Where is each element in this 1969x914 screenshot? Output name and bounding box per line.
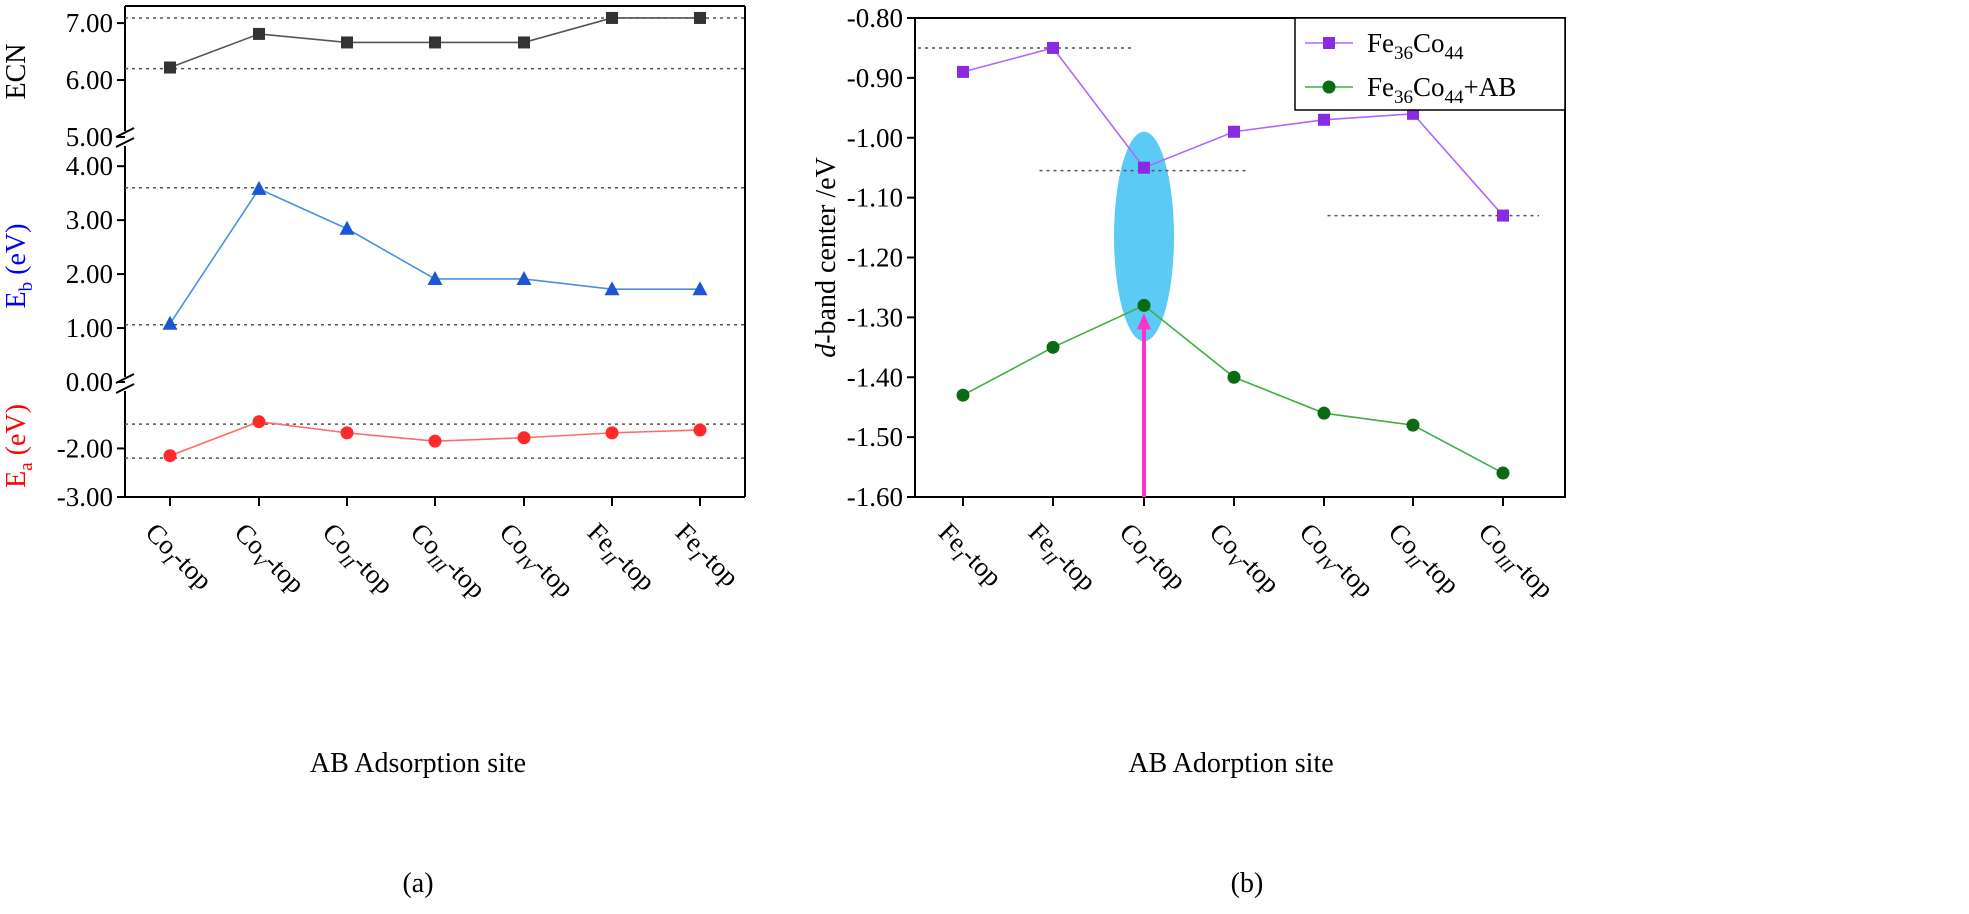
- panel-b-data-point: [1317, 406, 1331, 420]
- panel-a-xtick-label: CoII-top: [313, 517, 399, 603]
- panel-b-series-line: [962, 304, 1504, 474]
- panel-b-y-axis-title: d-band center /eV: [811, 157, 842, 358]
- panel-b-ytick-label: -1.40: [847, 362, 903, 392]
- panel-b-xtick-label: CoIII-top: [1469, 517, 1560, 608]
- highlight-ellipse: [1114, 131, 1174, 342]
- panel-a-data-point: [163, 449, 177, 463]
- panel-a-ytick-label: 1.00: [66, 313, 113, 343]
- panel-b-data-point: [956, 388, 970, 402]
- panel-a-xtick-label: CoI-top: [136, 517, 218, 599]
- panel-a-data-point: [517, 431, 531, 445]
- panel-a-data-point: [253, 27, 265, 40]
- panel-a-ytick-label: 3.00: [66, 205, 113, 235]
- panel-a-ytick-label: 4.00: [66, 151, 113, 181]
- panel-a-data-point: [429, 36, 441, 49]
- panel-a-xtick-label: FeII-top: [578, 517, 661, 600]
- panel-a-ytick-label: -2.00: [57, 433, 113, 463]
- panel-a-ytick-label: 0.00: [66, 367, 113, 397]
- panel-a-x-axis-title: AB Adsorption site: [310, 748, 526, 779]
- panel-a-ytick-label: 6.00: [66, 65, 113, 95]
- panel-a-y-axis-title: Eb (eV): [1, 224, 37, 309]
- panel-a-y-axis-title: ECN: [1, 44, 32, 100]
- legend-marker: [1323, 37, 1335, 49]
- panel-a-xtick-label: CoIII-top: [401, 517, 492, 608]
- panel-b-ytick-label: -1.50: [847, 422, 903, 452]
- panel-a-data-point: [164, 61, 176, 74]
- panel-a-ytick-label: 5.00: [66, 122, 113, 152]
- panel-b-ytick-label: -1.10: [847, 183, 903, 213]
- panel-b-data-point: [1046, 340, 1060, 354]
- panel-b-x-axis-title: AB Adorption site: [1128, 748, 1333, 779]
- panel-a-xtick-label: FeI-top: [666, 517, 745, 596]
- panel-b-ytick-label: -1.60: [847, 482, 903, 512]
- panel-b-data-point: [1227, 370, 1241, 384]
- panel-a-series-line: [169, 187, 700, 325]
- panel-a-data-point: [605, 426, 619, 440]
- panel-a-data-point: [251, 180, 267, 195]
- panel-b-xtick-label: CoI-top: [1110, 517, 1192, 599]
- panel-a-data-point: [427, 270, 443, 285]
- panel-b-data-point: [957, 65, 969, 78]
- panel-a-ytick-label: 2.00: [66, 259, 113, 289]
- panel-a-data-point: [340, 426, 354, 440]
- panel-b-xtick-label: CoV-top: [1200, 517, 1286, 603]
- panel-a-data-point: [604, 281, 620, 296]
- panel-a-data-point: [428, 434, 442, 448]
- legend-box: [1294, 17, 1566, 111]
- panel-a-data-point: [252, 415, 266, 429]
- legend-marker: [1322, 80, 1336, 94]
- panel-b-ytick-label: -1.00: [847, 123, 903, 153]
- panel-a-data-point: [341, 36, 353, 49]
- panel-a-chart: 5.00 6.00 7.00 ECN 0.00 1.00 2.00 3.00 4.00 Eb (e…: [1, 5, 746, 779]
- legend-label: Fe36Co44: [1367, 28, 1464, 64]
- panel-b-ytick-label: -0.80: [847, 3, 903, 33]
- panel-b-xtick-label: FeII-top: [1019, 517, 1102, 600]
- panel-a-data-point: [692, 281, 708, 296]
- panel-a-y-axis-title: Ea (eV): [1, 404, 37, 488]
- panel-b-chart: -0.80 -0.90 -1.00 -1.10 -1.20 -1.30 -1.40 -1.50…: [811, 3, 1566, 779]
- panel-a-data-point: [162, 315, 178, 330]
- panel-b-data-point: [1496, 466, 1510, 480]
- panel-b-xtick-label: CoII-top: [1379, 517, 1465, 603]
- panel-b-ytick-label: -1.20: [847, 243, 903, 273]
- panel-a-axis-break: [115, 127, 135, 138]
- panel-b-label: (b): [1231, 868, 1264, 899]
- panel-a-xtick-label: CoV-top: [225, 517, 311, 603]
- panel-b-ytick-label: -0.90: [847, 63, 903, 93]
- panel-b-data-point: [1497, 209, 1509, 222]
- highlight-arrow-head: [1137, 313, 1151, 330]
- panel-b-ytick-label: -1.30: [847, 302, 903, 332]
- panel-b-xtick-label: FeI-top: [929, 517, 1008, 596]
- panel-a-xtick-label: CoIV-top: [490, 517, 580, 607]
- panel-a-ytick-label: -3.00: [57, 482, 113, 512]
- panel-b-data-point: [1137, 298, 1151, 312]
- panel-b-data-point: [1407, 107, 1419, 120]
- panel-b-data-point: [1318, 113, 1330, 126]
- panel-a-data-point: [518, 36, 530, 49]
- panel-a-axis-break: [115, 137, 135, 148]
- legend-label: Fe36Co44+AB: [1367, 72, 1516, 108]
- panel-b-data-point: [1228, 125, 1240, 138]
- panel-a-data-point: [694, 11, 706, 24]
- panel-b-data-point: [1406, 418, 1420, 432]
- panel-a-data-point: [606, 11, 618, 24]
- panel-b-data-point: [1047, 41, 1059, 54]
- panel-a-data-point: [516, 270, 532, 285]
- panel-a-axis-break: [115, 383, 135, 394]
- panel-a-data-point: [339, 220, 355, 235]
- panel-a-ytick-label: 7.00: [66, 8, 113, 38]
- panel-b-xtick-label: CoIV-top: [1290, 517, 1380, 607]
- panel-a-label: (a): [402, 868, 433, 899]
- panel-b-data-point: [1138, 161, 1150, 174]
- panel-a-data-point: [693, 423, 707, 437]
